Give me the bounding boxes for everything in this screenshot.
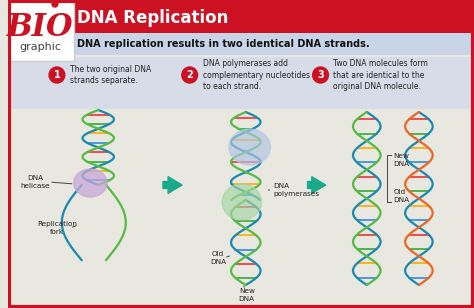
FancyBboxPatch shape	[11, 57, 472, 77]
FancyBboxPatch shape	[72, 33, 472, 55]
Ellipse shape	[222, 184, 262, 220]
Text: Old
DNA: Old DNA	[393, 189, 410, 203]
Text: Two DNA molecules form
that are identical to the
original DNA molecule.: Two DNA molecules form that are identica…	[333, 59, 428, 91]
Text: graphic: graphic	[19, 42, 61, 52]
Circle shape	[182, 67, 198, 83]
FancyBboxPatch shape	[9, 0, 73, 61]
Circle shape	[313, 67, 328, 83]
Text: DNA replication results in two identical DNA strands.: DNA replication results in two identical…	[77, 39, 369, 49]
Text: 3: 3	[317, 70, 324, 80]
Circle shape	[49, 67, 65, 83]
Circle shape	[52, 1, 58, 7]
Text: New
DNA: New DNA	[239, 288, 255, 302]
Text: DNA polymerases add
complementary nucleotides
to each strand.: DNA polymerases add complementary nucleo…	[202, 59, 310, 91]
FancyBboxPatch shape	[72, 1, 472, 33]
Text: DNA
polymerases: DNA polymerases	[273, 183, 319, 197]
Text: BIO: BIO	[7, 11, 73, 43]
Text: DNA
helicase: DNA helicase	[20, 175, 50, 189]
FancyArrowPatch shape	[163, 177, 182, 193]
Text: DNA Replication: DNA Replication	[77, 9, 228, 27]
Ellipse shape	[229, 129, 270, 165]
Text: Old
DNA: Old DNA	[210, 251, 226, 265]
FancyArrowPatch shape	[308, 177, 326, 193]
Text: Replication
fork: Replication fork	[37, 221, 77, 235]
FancyBboxPatch shape	[11, 57, 472, 109]
Text: 1: 1	[54, 70, 60, 80]
Text: New
DNA: New DNA	[393, 153, 410, 167]
Text: 2: 2	[186, 70, 193, 80]
Ellipse shape	[73, 169, 107, 197]
Text: The two original DNA
strands separate.: The two original DNA strands separate.	[70, 65, 151, 85]
